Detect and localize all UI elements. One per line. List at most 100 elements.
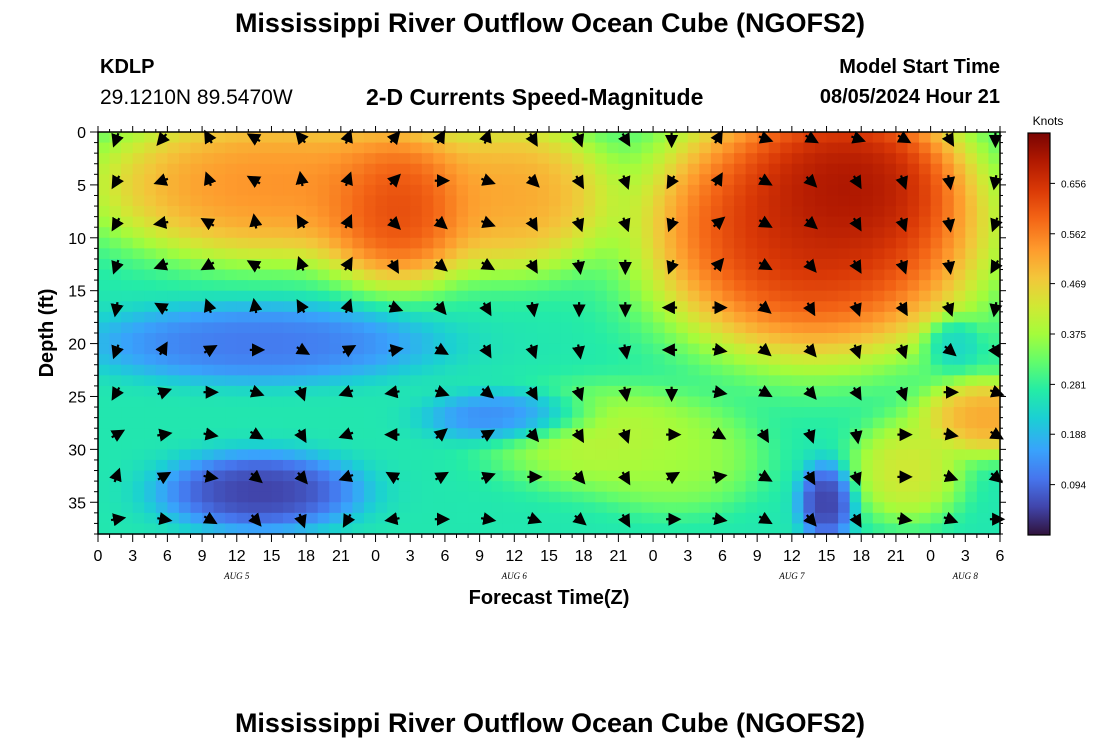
heatmap-cell: [942, 523, 955, 535]
heatmap-cell: [919, 269, 932, 281]
heatmap-cell: [132, 512, 145, 525]
heatmap-cell: [629, 142, 643, 154]
heatmap-cell: [838, 375, 851, 387]
heatmap-cell: [549, 322, 562, 334]
heatmap-cell: [895, 333, 909, 345]
heatmap-cell: [178, 248, 192, 260]
current-vector: [249, 427, 264, 440]
heatmap-cell: [629, 396, 643, 408]
heatmap-cell: [618, 248, 631, 260]
heatmap-cell: [838, 491, 851, 503]
heatmap-cell: [456, 333, 469, 345]
heatmap-cell: [919, 227, 932, 239]
heatmap-cell: [699, 227, 712, 239]
heatmap-cell: [757, 237, 770, 249]
heatmap-cell: [444, 237, 458, 249]
heatmap-cell: [202, 417, 215, 429]
heatmap-cell: [340, 237, 354, 249]
heatmap-cell: [421, 481, 434, 493]
heatmap-cell: [676, 343, 689, 355]
heatmap-cell: [965, 512, 978, 525]
heatmap-cell: [595, 512, 608, 525]
heatmap-cell: [710, 364, 724, 376]
current-vector: [988, 469, 1003, 484]
heatmap-cell: [502, 470, 515, 482]
heatmap-cell: [132, 375, 145, 387]
heatmap-cell: [699, 523, 712, 535]
heatmap-cell: [317, 248, 330, 260]
heatmap-cell: [653, 258, 666, 271]
heatmap-cell: [976, 311, 990, 324]
heatmap-cell: [375, 491, 388, 503]
heatmap-cell: [872, 428, 885, 440]
heatmap-cell: [514, 364, 527, 376]
heatmap-cell: [722, 385, 735, 398]
heatmap-cell: [109, 354, 122, 366]
heatmap-cell: [664, 491, 677, 503]
heatmap-cell: [190, 364, 203, 376]
x-tick-label: 0: [371, 548, 380, 565]
heatmap-cell: [363, 227, 377, 239]
heatmap-cell: [942, 407, 955, 419]
heatmap-cell: [664, 322, 677, 334]
heatmap-cell: [919, 512, 932, 525]
heatmap-cell: [502, 311, 515, 324]
heatmap-cell: [213, 301, 226, 313]
heatmap-cell: [190, 227, 203, 239]
heatmap-cell: [155, 237, 168, 249]
heatmap-cell: [468, 301, 481, 313]
heatmap-cell: [121, 491, 134, 503]
heatmap-cell: [583, 512, 596, 525]
heatmap-cell: [421, 343, 434, 355]
heatmap-cell: [306, 459, 319, 472]
heatmap-cell: [525, 195, 539, 207]
heatmap-cell: [410, 407, 423, 419]
heatmap-cell: [444, 375, 458, 387]
heatmap-cell: [653, 301, 666, 313]
heatmap-cell: [942, 227, 955, 239]
heatmap-cell: [549, 417, 562, 429]
current-vector: [203, 298, 217, 314]
heatmap-cell: [121, 153, 134, 165]
heatmap-cell: [930, 449, 943, 461]
heatmap-cell: [710, 269, 724, 281]
heatmap-cell: [98, 491, 111, 503]
current-vector: [296, 298, 309, 314]
heatmap-cell: [502, 269, 515, 281]
current-vector: [111, 259, 124, 275]
heatmap-cell: [907, 195, 920, 207]
heatmap-cell: [791, 269, 805, 281]
heatmap-cell: [595, 407, 608, 419]
heatmap-cell: [306, 216, 319, 228]
heatmap-cell: [595, 153, 608, 165]
heatmap-cell: [340, 311, 354, 324]
heatmap-cell: [930, 195, 943, 207]
current-vector: [942, 217, 956, 233]
x-tick-label: 6: [163, 548, 172, 565]
heatmap-cell: [872, 322, 885, 334]
heatmap-cell: [283, 142, 296, 154]
heatmap-cell: [132, 258, 145, 271]
heatmap-cell: [641, 523, 654, 535]
heatmap-cell: [468, 523, 481, 535]
heatmap-cell: [965, 470, 978, 482]
heatmap-cell: [398, 396, 411, 408]
heatmap-cell: [491, 470, 504, 482]
heatmap-cell: [768, 385, 781, 398]
heatmap-cell: [629, 343, 643, 355]
heatmap-cell: [167, 290, 180, 302]
heatmap-cell: [791, 428, 805, 440]
heatmap-cell: [814, 407, 828, 419]
heatmap-cell: [710, 322, 724, 334]
heatmap-cell: [525, 502, 539, 514]
heatmap-cell: [375, 311, 388, 324]
heatmap-cell: [317, 470, 330, 482]
heatmap-cell: [745, 396, 758, 408]
heatmap-cell: [433, 227, 446, 239]
heatmap-cell: [167, 502, 180, 514]
heatmap-cell: [410, 396, 423, 408]
heatmap-cell: [872, 237, 885, 249]
heatmap-cell: [514, 407, 527, 419]
heatmap-cell: [687, 280, 700, 292]
heatmap-cell: [965, 195, 978, 207]
